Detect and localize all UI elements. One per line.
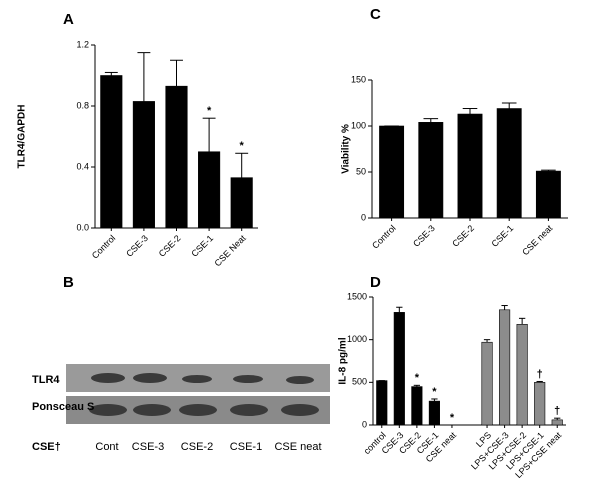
band: [179, 404, 217, 416]
error-bar: [170, 59, 183, 87]
bar: [551, 419, 563, 426]
bar: [165, 85, 188, 229]
y-tick-label: 500: [352, 377, 367, 387]
y-tick-label: 1500: [347, 291, 367, 301]
y-tick-label: 150: [351, 74, 366, 84]
x-tick-label: CSE neat: [520, 223, 555, 258]
blot-bands: [89, 373, 319, 416]
x-tick-label: CSE-1: [189, 233, 215, 259]
bar: [393, 312, 405, 426]
error-bar: [423, 118, 439, 123]
x-tick-label: Control: [370, 223, 398, 251]
x-tick-label: CSE-1: [489, 223, 515, 249]
bar: [534, 382, 546, 426]
significance-marker: *: [450, 412, 455, 424]
bar: [516, 324, 528, 426]
x-tick-label: CSE-2: [157, 233, 183, 259]
bar: [499, 309, 511, 426]
error-bar: [104, 71, 118, 76]
error-bar: [413, 384, 421, 387]
bar: [100, 75, 123, 229]
panel-label: C: [370, 6, 381, 23]
bar: [496, 108, 522, 219]
error-bar: [541, 169, 556, 172]
y-axis-label: TLR4/GAPDH: [17, 105, 28, 169]
y-tick-label: 0: [362, 419, 367, 429]
lane-label: CSE-3: [132, 441, 164, 453]
y-tick-label: 0.8: [76, 100, 89, 110]
error-bar: [462, 108, 478, 115]
band: [91, 373, 125, 383]
error-bar: [536, 380, 543, 383]
error-bar: [501, 305, 508, 310]
significance-marker: *: [415, 372, 420, 384]
band: [286, 376, 314, 384]
error-bar: [396, 306, 403, 313]
lane-label: CSE-1: [230, 441, 262, 453]
bar: [481, 341, 493, 426]
bar: [230, 177, 253, 229]
x-tick-label: CSE Neat: [212, 233, 248, 269]
significance-marker: *: [240, 140, 245, 152]
error-bar: [501, 102, 517, 109]
error-bar: [202, 117, 216, 152]
error-bar: [518, 317, 526, 325]
error-bar: [483, 339, 491, 343]
y-tick-label: 1.2: [76, 39, 89, 49]
y-tick-label: 50: [356, 166, 366, 176]
lane-label: CSE neat: [274, 441, 321, 453]
error-bar: [554, 417, 561, 420]
lane-label: Cont: [95, 441, 118, 453]
lane-label: CSE-2: [181, 441, 213, 453]
bar: [198, 151, 221, 229]
error-bar: [235, 152, 249, 178]
band: [230, 404, 268, 416]
significance-marker: *: [432, 386, 437, 398]
y-axis-label: IL-8 pg/ml: [338, 337, 349, 384]
significance-marker: †: [554, 405, 560, 417]
bar: [379, 125, 405, 219]
significance-marker: *: [207, 105, 212, 117]
y-tick-label: 100: [351, 120, 366, 130]
y-tick-label: 0.0: [76, 222, 89, 232]
bar: [535, 170, 561, 219]
row-label: TLR4: [32, 374, 60, 386]
significance-marker: †: [537, 368, 543, 380]
x-tick-label: CSE-3: [411, 223, 437, 249]
bar: [376, 380, 388, 426]
band: [233, 375, 263, 383]
error-bar: [137, 52, 151, 102]
y-tick-label: 0: [361, 212, 366, 222]
x-tick-label: CSE-3: [124, 233, 150, 259]
band: [133, 404, 171, 416]
band: [133, 373, 167, 383]
x-tick-label: Control: [90, 233, 118, 261]
bar: [428, 400, 440, 426]
bar: [457, 113, 483, 219]
bar: [418, 122, 444, 219]
panel-label: A: [63, 11, 74, 28]
y-axis-label: Viability %: [341, 124, 352, 174]
y-tick-label: 0.4: [76, 161, 89, 171]
panel-label: D: [370, 274, 381, 291]
panel-label: B: [63, 274, 74, 291]
row-label: Ponsceau S: [32, 401, 94, 413]
band: [182, 375, 212, 383]
error-bar: [431, 398, 438, 402]
bar: [411, 386, 423, 426]
lane-title: CSE†: [32, 441, 61, 453]
y-tick-label: 1000: [347, 334, 367, 344]
band: [281, 404, 319, 416]
band: [89, 404, 127, 416]
bar: [132, 101, 155, 229]
x-tick-label: CSE-2: [450, 223, 476, 249]
